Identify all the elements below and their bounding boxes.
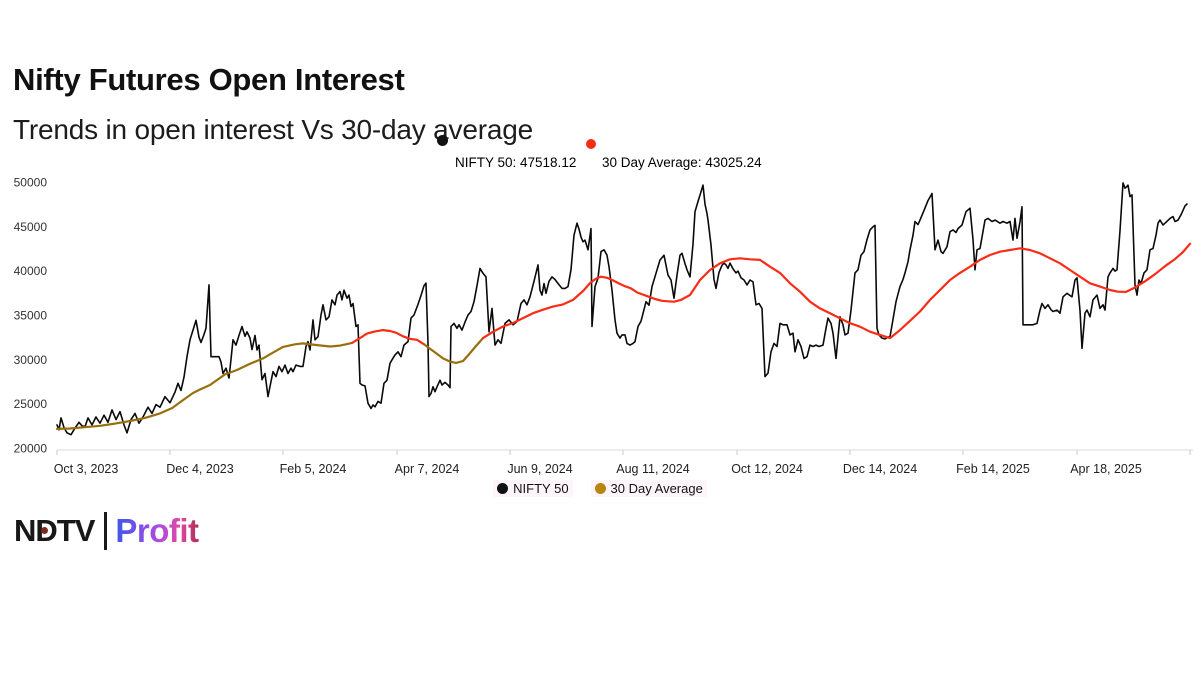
- logo-separator: [104, 512, 108, 550]
- tooltip-nifty-marker-icon: [437, 135, 448, 146]
- legend-item-nifty50: NIFTY 50: [493, 480, 573, 497]
- tooltip-average-marker-icon: [586, 139, 596, 149]
- chart-legend: NIFTY 50 30 Day Average: [0, 480, 1200, 497]
- y-axis-label-6: 50000: [14, 176, 48, 190]
- profit-wordmark: Profit: [115, 512, 199, 549]
- x-axis-label-7: Dec 14, 2024: [843, 462, 917, 476]
- ndtv-red-dot-icon: [41, 527, 48, 534]
- average-line-segment-0: [55, 341, 354, 430]
- x-axis-label-9: Apr 18, 2025: [1070, 462, 1142, 476]
- legend-label-30day-average: 30 Day Average: [610, 481, 703, 496]
- ndtv-profit-logo: NDTV Profit: [14, 511, 199, 551]
- x-axis-label-0: Oct 3, 2023: [54, 462, 119, 476]
- nifty50-dot-icon: [497, 483, 509, 494]
- y-axis-label-5: 45000: [14, 220, 48, 234]
- y-axis-label-3: 35000: [14, 309, 48, 323]
- x-axis-label-1: Dec 4, 2023: [166, 462, 233, 476]
- average-line-segment-3: [481, 242, 1192, 340]
- average-dot-icon: [594, 483, 606, 494]
- y-axis-label-4: 40000: [14, 264, 48, 278]
- x-axis-label-5: Aug 11, 2024: [616, 462, 689, 476]
- y-axis-label-1: 25000: [14, 397, 48, 411]
- y-axis-label-2: 30000: [14, 353, 48, 367]
- page-title: Nifty Futures Open Interest: [13, 62, 405, 97]
- tooltip-average-value: 30 Day Average: 43025.24: [602, 155, 762, 170]
- x-axis-label-4: Jun 9, 2024: [507, 462, 572, 476]
- nifty50-line: [56, 182, 1188, 436]
- x-axis-label-6: Oct 12, 2024: [731, 462, 803, 476]
- legend-label-nifty50: NIFTY 50: [513, 481, 569, 496]
- tooltip-nifty-value: NIFTY 50: 47518.12: [455, 155, 577, 170]
- x-axis-label-3: Apr 7, 2024: [395, 462, 460, 476]
- legend-item-30day-average: 30 Day Average: [590, 480, 707, 497]
- ndtv-wordmark: NDTV: [14, 513, 95, 548]
- x-axis-label-2: Feb 5, 2024: [280, 462, 347, 476]
- average-line-segment-1: [350, 329, 426, 346]
- x-axis-label-8: Feb 14, 2025: [956, 462, 1030, 476]
- y-axis-label-0: 20000: [14, 442, 48, 456]
- average-line-segment-2: [422, 337, 485, 364]
